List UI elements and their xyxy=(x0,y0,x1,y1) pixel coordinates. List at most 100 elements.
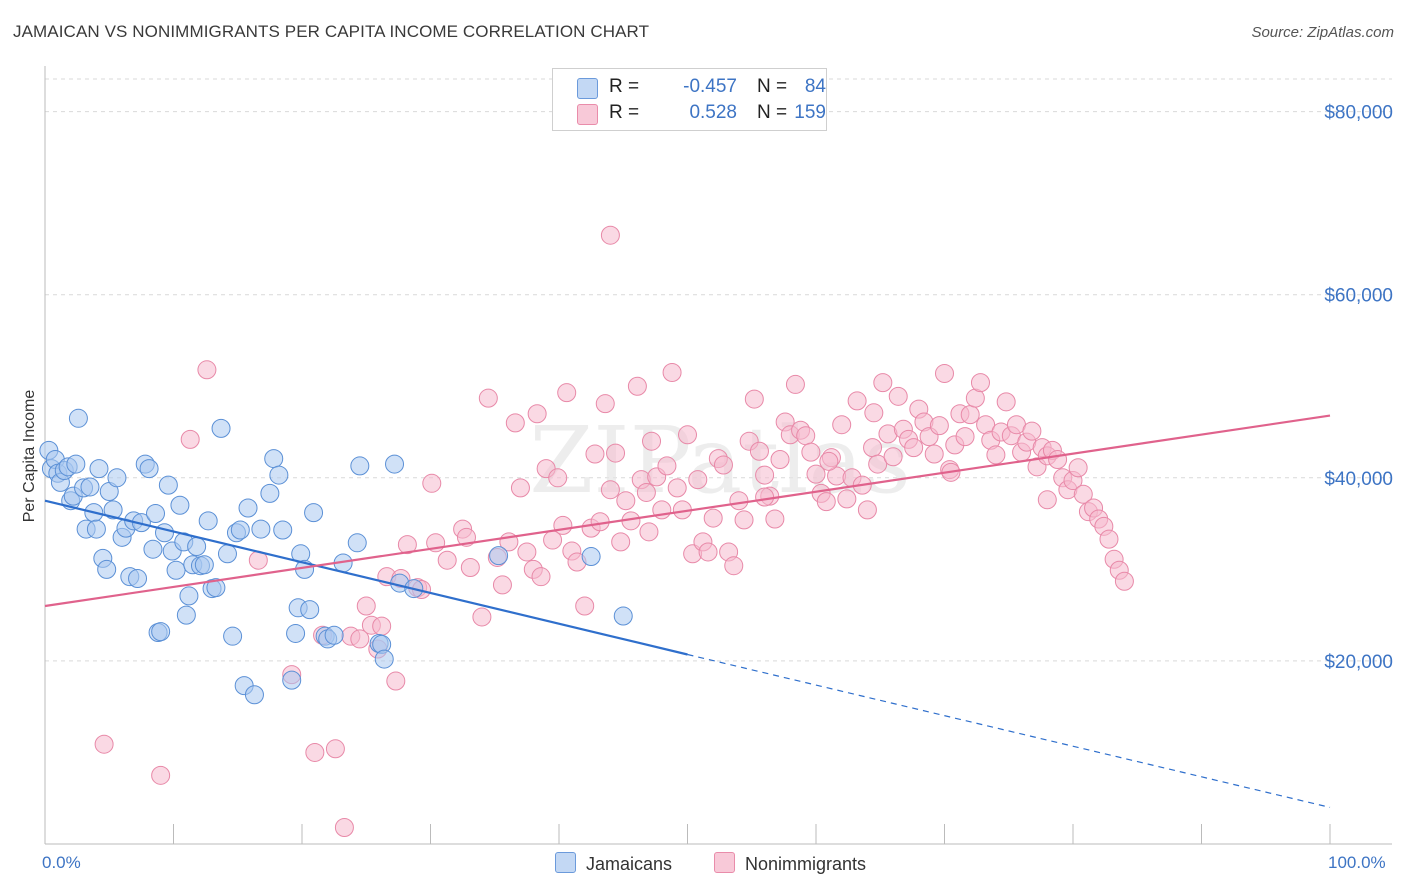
nonimmigrants-point xyxy=(397,535,417,555)
nonimmigrants-point xyxy=(334,818,354,838)
nonimmigrants-point xyxy=(437,550,457,570)
nonimmigrants-point xyxy=(749,441,769,461)
trend-lines xyxy=(44,414,1331,808)
nonimmigrants-point xyxy=(970,373,990,393)
y-tick-label: $20,000 xyxy=(1324,652,1393,673)
nonimmigrants-point xyxy=(935,363,954,383)
jamaicans-point xyxy=(273,520,293,540)
jamaicans-point xyxy=(151,622,171,642)
nonimmigrants-point xyxy=(1068,458,1088,478)
nonimmigrants-point xyxy=(801,442,821,462)
jamaicans-point xyxy=(97,559,117,579)
r-label: R = xyxy=(609,76,640,97)
jamaicans-point xyxy=(324,625,344,645)
jamaicans-point xyxy=(170,495,190,515)
nonimmigrants-point xyxy=(873,373,893,393)
n-value: 84 xyxy=(804,76,826,97)
y-tick-label: $80,000 xyxy=(1324,103,1393,124)
nonimmigrants-point xyxy=(1022,421,1042,441)
nonimmigrants-point xyxy=(600,225,620,245)
nonimmigrants-point xyxy=(678,425,697,445)
nonimmigrants-point xyxy=(832,415,852,435)
jamaicans-point xyxy=(251,519,271,539)
jamaicans-point xyxy=(269,465,289,485)
nonimmigrants-point xyxy=(460,558,480,578)
chart-title: JAMAICAN VS NONIMMIGRANTS PER CAPITA INC… xyxy=(13,22,650,41)
jamaicans-point xyxy=(374,649,394,669)
n-label: N = xyxy=(757,76,788,97)
nonimmigrants-point xyxy=(472,607,492,627)
nonimmigrants-point xyxy=(627,376,647,396)
nonimmigrants-point xyxy=(1048,450,1068,469)
nonimmigrants-point xyxy=(1099,529,1119,549)
nonimmigrants-point xyxy=(785,374,805,394)
nonimmigrants-point xyxy=(531,567,551,587)
nonimmigrants-point xyxy=(863,438,883,458)
nonimmigrants-point xyxy=(1037,490,1057,510)
legend-item-jamaicans: Jamaicans xyxy=(555,852,672,875)
r-value: 0.528 xyxy=(689,102,737,123)
legend-label-nonimmigrants: Nonimmigrants xyxy=(745,854,867,874)
nonimmigrants-point xyxy=(636,482,656,502)
nonimmigrants-point xyxy=(924,444,944,464)
nonimmigrants-point xyxy=(553,515,573,535)
jamaicans-point xyxy=(385,454,405,474)
nonimmigrants-point xyxy=(837,489,857,509)
nonimmigrants-point xyxy=(639,522,659,542)
nonimmigrants-point xyxy=(713,455,733,475)
nonimmigrants-point xyxy=(305,742,325,762)
jamaicans-point xyxy=(158,475,178,495)
x-tick-label-min: 0.0% xyxy=(42,853,81,872)
jamaicans-point xyxy=(66,454,86,474)
y-tick-labels: $20,000 $40,000 $60,000 $80,000 xyxy=(1324,103,1393,673)
y-tick-label: $60,000 xyxy=(1324,286,1393,307)
stats-legend: R = -0.457 N = 84 R = 0.528 N = 159 xyxy=(552,68,827,131)
nonimmigrants-point xyxy=(955,427,975,447)
jamaicans-trend-extension xyxy=(687,653,1331,808)
nonimmigrants-point xyxy=(548,468,568,488)
nonimmigrants-point xyxy=(616,491,636,511)
nonimmigrants-point xyxy=(724,556,744,576)
legend-label-jamaicans: Jamaicans xyxy=(586,854,673,874)
jamaicans-point xyxy=(230,520,250,540)
jamaicans-point xyxy=(176,605,196,625)
jamaicans-point xyxy=(300,600,320,620)
jamaicans-legend-swatch xyxy=(555,852,576,873)
nonimmigrants-point xyxy=(688,470,708,490)
nonimmigrants-point xyxy=(796,426,816,446)
jamaicans-point xyxy=(155,523,175,543)
jamaicans-point xyxy=(282,670,302,690)
r-label: R = xyxy=(609,102,640,123)
jamaicans-point xyxy=(264,449,284,469)
nonimmigrants-point xyxy=(611,532,631,552)
nonimmigrants-swatch xyxy=(577,104,598,125)
nonimmigrants-point xyxy=(180,429,200,449)
nonimmigrants-point xyxy=(94,734,114,754)
jamaicans-point xyxy=(187,536,207,556)
nonimmigrants-point xyxy=(478,388,498,408)
grid-lines xyxy=(45,78,1392,662)
jamaicans-point xyxy=(128,569,148,589)
jamaicans-point xyxy=(217,544,237,564)
nonimmigrants-point xyxy=(986,445,1006,465)
nonimmigrants-point xyxy=(847,391,867,411)
jamaicans-point xyxy=(286,623,306,643)
nonimmigrants-point xyxy=(325,739,345,759)
jamaicans-point xyxy=(166,560,186,580)
nonimmigrants-point xyxy=(996,392,1016,412)
jamaicans-point xyxy=(581,547,601,567)
jamaicans-point xyxy=(350,456,370,476)
nonimmigrants-point xyxy=(765,509,785,529)
jamaicans-swatch xyxy=(577,78,598,99)
nonimmigrants-point xyxy=(819,451,839,471)
nonimmigrants-point xyxy=(642,431,662,451)
nonimmigrants-point xyxy=(883,447,903,467)
nonimmigrants-point xyxy=(662,363,682,383)
nonimmigrants-point xyxy=(888,386,908,406)
nonimmigrants-point xyxy=(703,508,723,528)
nonimmigrants-point xyxy=(517,542,537,562)
x-tick-label-max: 100.0% xyxy=(1328,853,1386,872)
jamaicans-point xyxy=(86,519,106,539)
jamaicans-point xyxy=(103,500,123,520)
nonimmigrants-point xyxy=(667,478,687,498)
